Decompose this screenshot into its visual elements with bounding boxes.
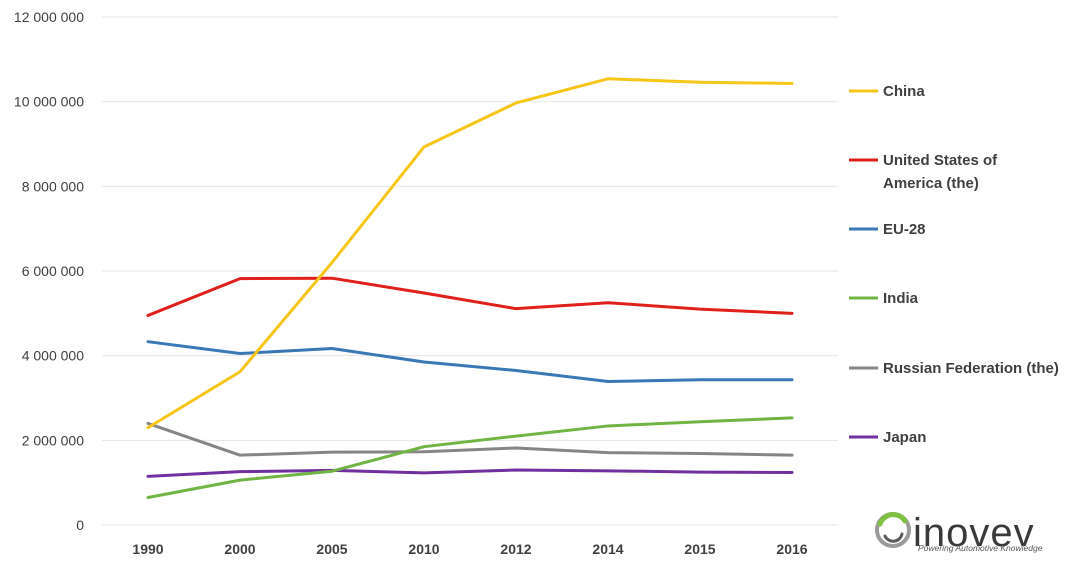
series-line-russia bbox=[146, 421, 794, 457]
x-tick-label: 2005 bbox=[316, 541, 347, 557]
y-tick-label: 8 000 000 bbox=[22, 178, 84, 194]
y-axis-ticks: 0 2 000 000 4 000 000 6 000 000 8 000 000 10 … bbox=[14, 9, 84, 533]
legend-label: India bbox=[883, 290, 919, 307]
legend-label: Russian Federation (the) bbox=[883, 360, 1059, 377]
legend-item-india: India bbox=[849, 290, 919, 307]
x-tick-label: 2000 bbox=[224, 541, 255, 557]
legend-item-russia: Russian Federation (the) bbox=[849, 360, 1059, 377]
x-tick-label: 2010 bbox=[408, 541, 439, 557]
legend: China United States of America (the) EU-28 I… bbox=[849, 83, 1059, 446]
legend-item-china: China bbox=[849, 83, 925, 100]
legend-item-japan: Japan bbox=[849, 429, 926, 446]
y-tick-label: 12 000 000 bbox=[14, 9, 84, 25]
gridlines bbox=[102, 16, 838, 526]
x-tick-label: 2016 bbox=[776, 541, 807, 557]
x-tick-label: 2014 bbox=[592, 541, 623, 557]
legend-item-usa: United States of America (the) bbox=[849, 152, 998, 192]
series-line-china bbox=[146, 77, 794, 430]
series-line-japan bbox=[146, 468, 794, 478]
brand-name: inovev bbox=[913, 511, 1035, 555]
series-line-eu-28 bbox=[146, 340, 794, 383]
y-tick-label: 0 bbox=[76, 517, 84, 533]
x-tick-label: 2012 bbox=[500, 541, 531, 557]
brand-logo: inovev Powering Automotive Knowledge bbox=[875, 511, 1043, 555]
legend-label: Japan bbox=[883, 429, 926, 446]
legend-label: EU-28 bbox=[883, 221, 926, 238]
legend-label: China bbox=[883, 83, 925, 100]
legend-label: United States of bbox=[883, 152, 998, 169]
legend-item-eu-28: EU-28 bbox=[849, 221, 926, 238]
x-tick-label: 1990 bbox=[132, 541, 163, 557]
y-tick-label: 4 000 000 bbox=[22, 348, 84, 364]
brand-tagline: Powering Automotive Knowledge bbox=[918, 543, 1043, 553]
swirl-icon bbox=[875, 512, 911, 548]
x-tick-label: 2015 bbox=[684, 541, 715, 557]
series-line-india bbox=[146, 416, 794, 499]
series-line-usa bbox=[146, 276, 794, 317]
series-lines bbox=[146, 77, 794, 499]
y-tick-label: 10 000 000 bbox=[14, 94, 84, 110]
y-tick-label: 2 000 000 bbox=[22, 432, 84, 448]
y-tick-label: 6 000 000 bbox=[22, 263, 84, 279]
x-axis-ticks: 1990 2000 2005 2010 2012 2014 2015 2016 bbox=[132, 541, 807, 557]
legend-label: America (the) bbox=[883, 175, 979, 192]
